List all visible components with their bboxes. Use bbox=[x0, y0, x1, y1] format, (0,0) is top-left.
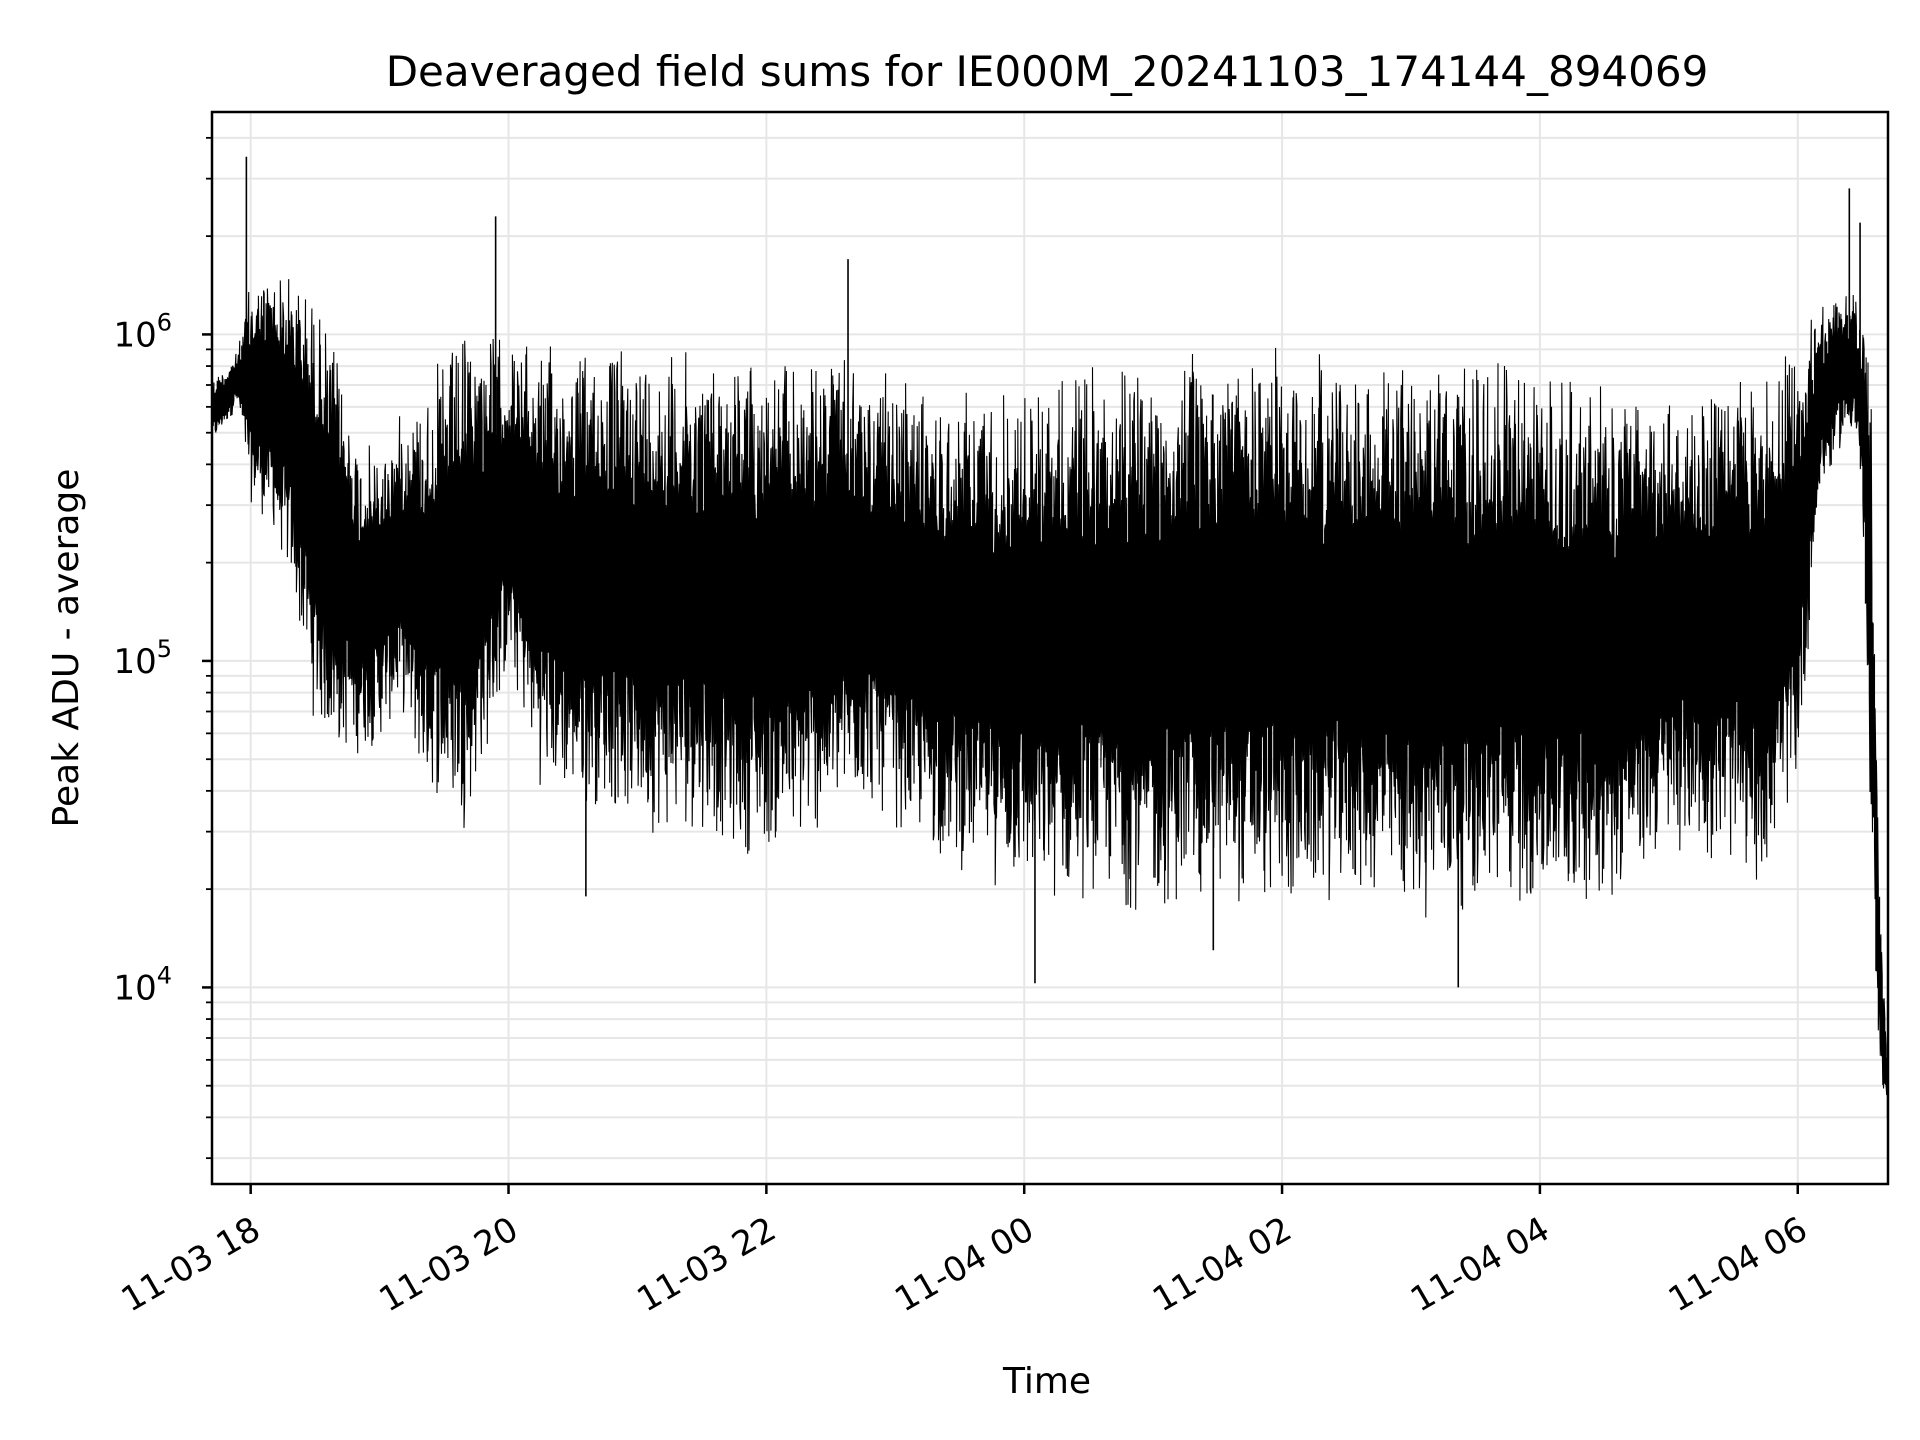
chart-title: Deaveraged field sums for IE000M_2024110… bbox=[386, 47, 1709, 96]
data-series bbox=[212, 156, 1888, 1118]
y-axis-label: Peak ADU - average bbox=[46, 469, 87, 828]
y-tick-exponent: 5 bbox=[157, 635, 172, 663]
y-tick-label: 105 bbox=[113, 635, 172, 682]
y-tick-label: 106 bbox=[113, 308, 172, 355]
y-tick-base: 10 bbox=[113, 315, 156, 355]
y-tick-base: 10 bbox=[113, 642, 156, 682]
series-line bbox=[212, 279, 1888, 1118]
y-tick-label: 104 bbox=[113, 961, 172, 1008]
plot-frame bbox=[210, 110, 1890, 1186]
x-axis-label: Time bbox=[1002, 1361, 1091, 1402]
y-tick-base: 10 bbox=[113, 968, 156, 1008]
y-tick-exponent: 4 bbox=[157, 961, 172, 989]
y-tick-exponent: 6 bbox=[157, 308, 172, 336]
